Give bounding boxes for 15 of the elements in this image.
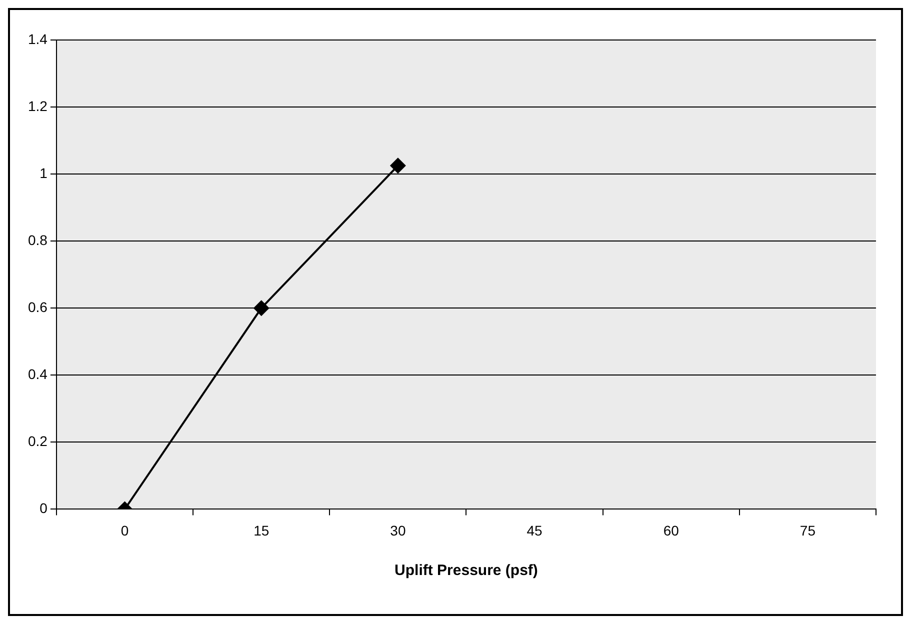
y-tick-label: 1.4 bbox=[28, 30, 48, 47]
y-tick-label: 1 bbox=[40, 164, 48, 181]
y-tick-label: 0.8 bbox=[28, 232, 48, 248]
x-tick-label: 75 bbox=[800, 522, 816, 538]
x-tick-label: 45 bbox=[526, 522, 543, 538]
x-tick-label: 60 bbox=[663, 522, 680, 538]
y-tick-label: 0.2 bbox=[28, 433, 48, 450]
y-tick-label: 1.2 bbox=[28, 98, 48, 114]
x-tick-label: 30 bbox=[390, 522, 406, 538]
y-tick-label: 0 bbox=[40, 500, 48, 516]
x-tick-label: 0 bbox=[120, 522, 129, 538]
y-tick-label: 0.4 bbox=[28, 366, 48, 382]
y-tick-label: 0.6 bbox=[28, 298, 48, 315]
x-axis-title: Uplift Pressure (psf) bbox=[394, 562, 538, 580]
x-tick-label: 15 bbox=[254, 522, 270, 538]
